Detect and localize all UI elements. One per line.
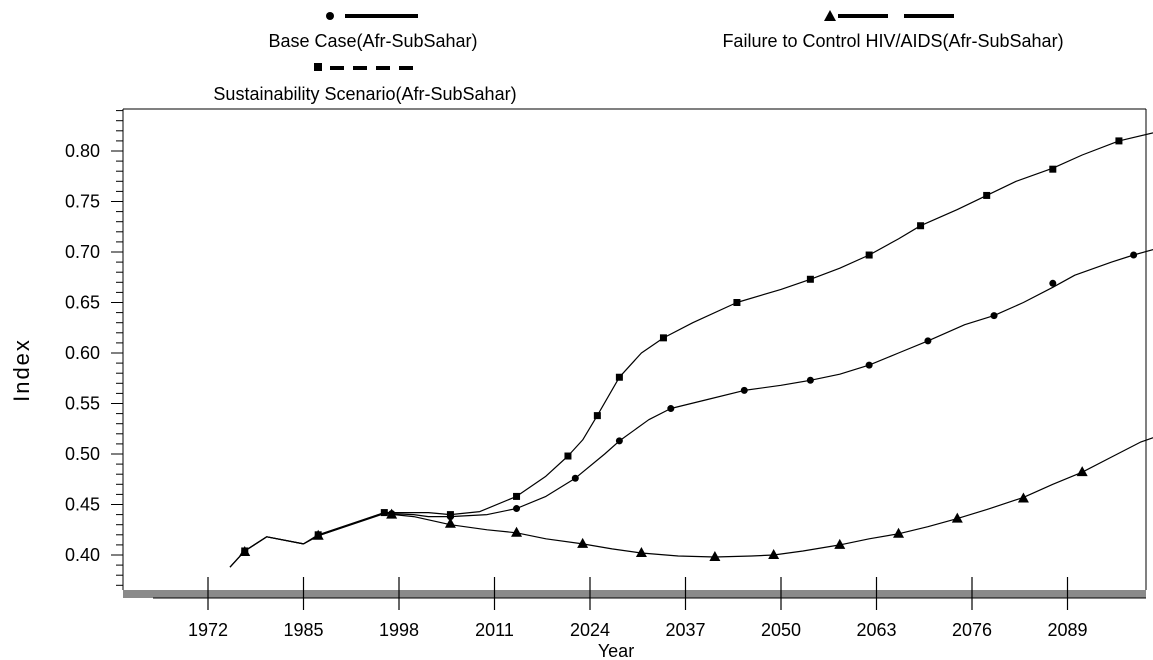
series-markers [239,137,1138,562]
data-point-circle [667,405,675,413]
data-point-triangle [444,517,456,528]
data-point-square [1049,165,1057,173]
data-point-square [380,509,388,517]
data-point-triangle [768,549,780,559]
data-point-circle [1049,279,1057,287]
y-tick-label: 0.40 [65,545,100,565]
series-line-2 [229,437,1153,568]
x-tick-label: 2050 [761,620,801,640]
legend-item-failure: Failure to Control HIV/AIDS(Afr-SubSahar… [722,10,1064,51]
y-tick-label: 0.75 [65,192,100,212]
data-point-square [659,334,667,342]
y-tick-label: 0.70 [65,242,100,262]
data-point-circle [865,361,873,369]
y-tick-label: 0.50 [65,444,100,464]
data-point-triangle [635,546,647,557]
legend-label-sustainability: Sustainability Scenario(Afr-SubSahar) [213,84,516,104]
data-point-triangle [511,526,523,537]
x-tick-label: 1998 [379,620,419,640]
plot-frame [122,108,1147,599]
data-point-square [564,452,572,460]
data-point-square [733,299,741,306]
series-line-1 [229,132,1153,568]
data-point-triangle [834,538,846,549]
data-point-square [1115,137,1123,145]
data-point-triangle [386,508,398,519]
x-axis-ticks: 1972 1985 1998 2011 2024 2037 2050 2063 2076 2089 [188,577,1088,640]
data-point-square [513,492,521,500]
data-point-triangle [951,512,963,523]
data-point-circle [1130,251,1138,259]
data-point-triangle [1017,492,1029,503]
data-point-square [806,275,814,283]
y-tick-label: 0.60 [65,343,100,363]
data-point-square [615,373,623,381]
series-lines [229,132,1153,568]
data-point-circle [740,386,748,394]
x-tick-label: 2063 [856,620,896,640]
y-axis-label: Index [9,338,34,402]
y-tick-label: 0.55 [65,394,100,414]
data-point-circle [513,505,521,513]
data-point-circle [990,312,998,320]
x-tick-label: 2089 [1047,620,1087,640]
x-tick-label: 1972 [188,620,228,640]
x-tick-label: 2037 [665,620,705,640]
data-point-triangle [1076,466,1088,477]
legend-label-failure: Failure to Control HIV/AIDS(Afr-SubSahar… [722,31,1063,51]
data-point-triangle [709,551,721,562]
y-tick-label: 0.45 [65,495,100,515]
data-point-circle [806,376,814,384]
data-point-square [917,222,925,230]
data-point-triangle [893,527,905,538]
data-point-circle [571,474,579,482]
legend-triangle-marker [824,10,836,21]
data-point-square [865,251,873,259]
x-tick-label: 2076 [952,620,992,640]
data-point-triangle [312,529,324,540]
legend-item-base-case: Base Case(Afr-SubSahar) [268,12,478,51]
x-axis-label: Year [598,641,634,660]
legend-square-marker [314,63,322,71]
y-tick-label: 0.80 [65,141,100,161]
x-tick-label: 2024 [570,620,610,640]
legend-item-sustainability: Sustainability Scenario(Afr-SubSahar) [213,63,517,104]
data-point-circle [615,437,623,445]
y-tick-label: 0.65 [65,293,100,313]
data-point-square [446,511,454,519]
data-point-triangle [577,537,589,548]
x-axis-bar [123,590,1146,598]
legend: Base Case(Afr-SubSahar) Failure to Contr… [213,10,1064,104]
data-point-circle [924,337,932,345]
data-point-triangle [239,545,251,556]
x-tick-label: 1985 [283,620,323,640]
legend-label-base-case: Base Case(Afr-SubSahar) [268,31,477,51]
legend-circle-marker [326,12,334,20]
data-point-square [983,191,991,199]
data-point-square [593,412,601,420]
y-axis-ticks: 0.40 0.45 0.50 0.55 0.60 0.65 0.70 0.75 0.80 [65,110,123,586]
x-tick-label: 2011 [475,620,514,640]
